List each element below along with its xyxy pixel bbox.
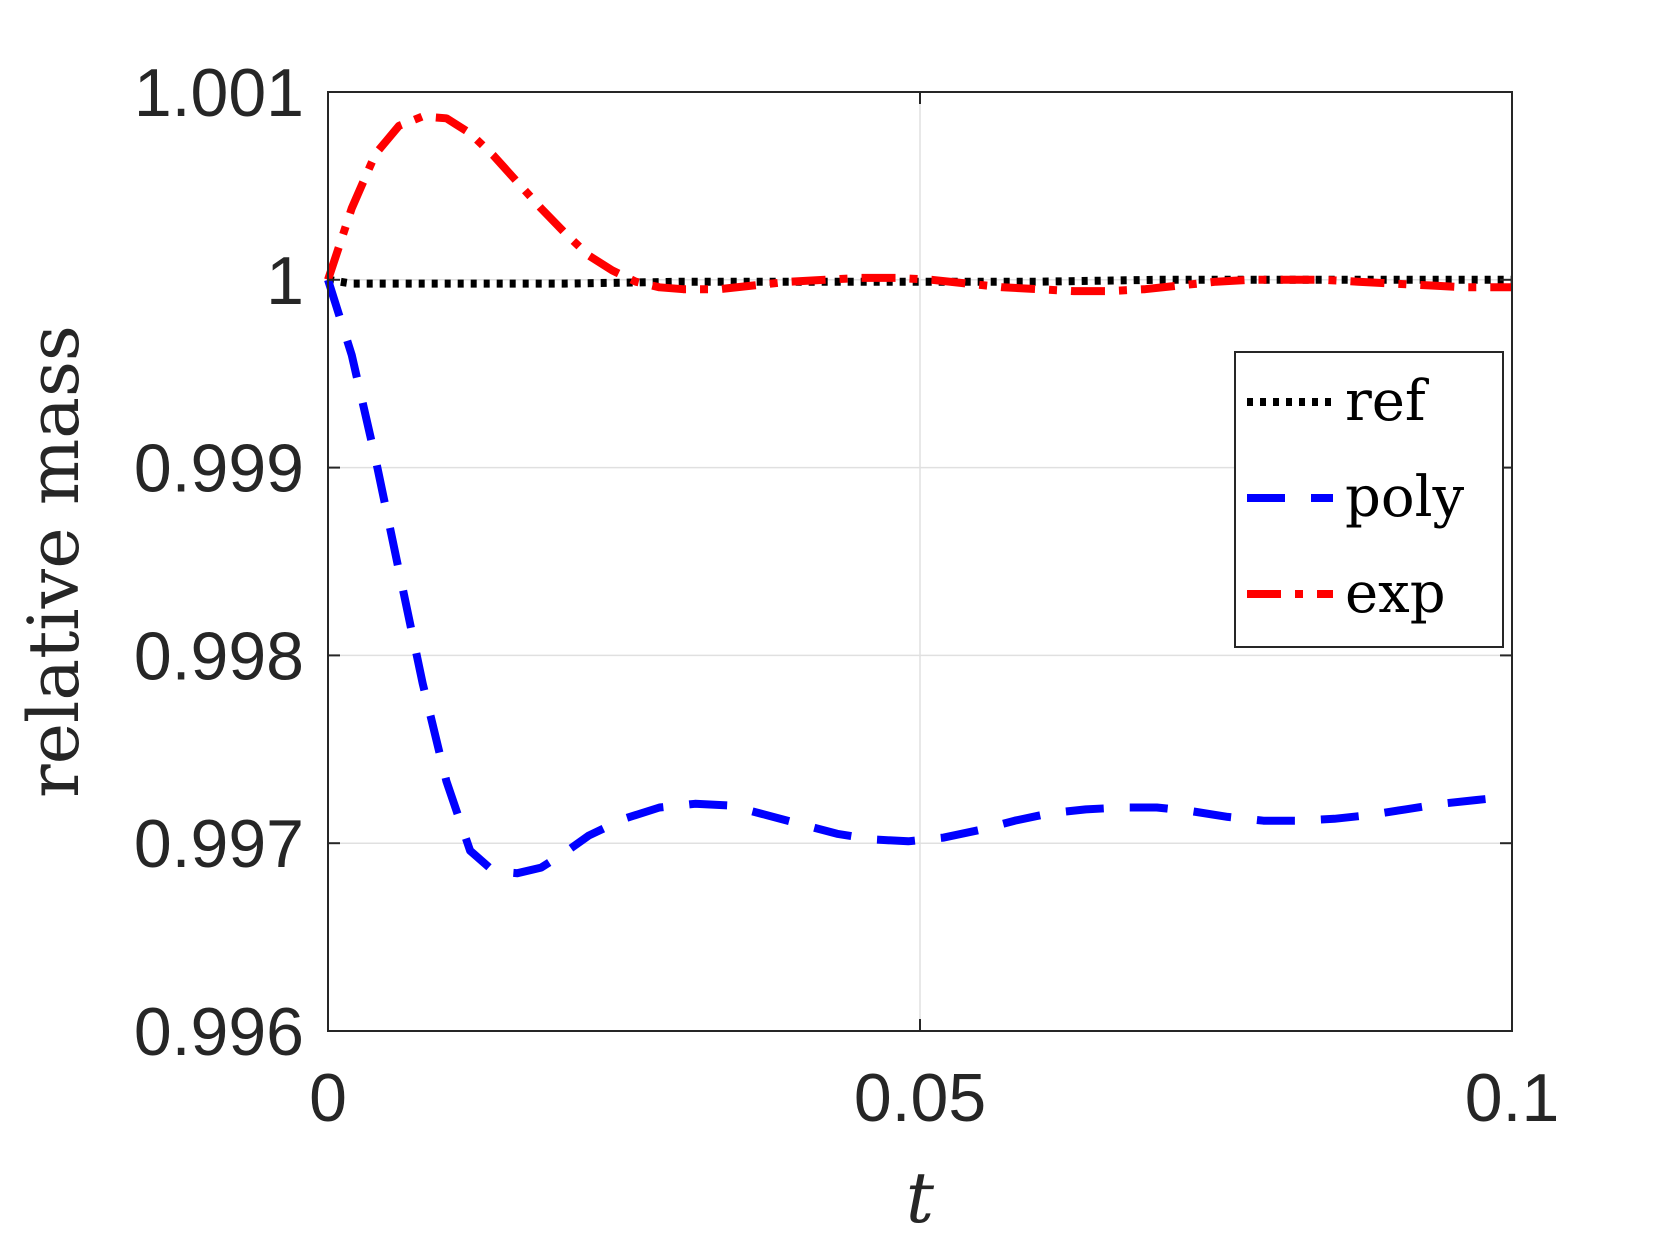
x-tick-label: 0 bbox=[309, 1060, 347, 1136]
x-tick-label: 0.1 bbox=[1465, 1060, 1560, 1136]
legend: ref poly exp bbox=[1234, 351, 1504, 648]
data-lines bbox=[324, 112, 1513, 878]
y-tick-label: 1 bbox=[266, 243, 304, 319]
legend-label-ref: ref bbox=[1345, 369, 1430, 434]
y-tick-label: 0.997 bbox=[134, 806, 304, 882]
y-tick-label: 0.999 bbox=[134, 431, 304, 507]
y-axis-label: relative mass bbox=[13, 325, 95, 798]
y-tick-label: 0.998 bbox=[134, 618, 304, 694]
axis-ticks: 0 0.05 0.1 0.996 0.997 0.998 0.999 1 1.001 bbox=[134, 55, 1559, 1136]
x-tick-label: 0.05 bbox=[854, 1060, 986, 1136]
legend-label-poly: poly bbox=[1345, 465, 1464, 530]
series-line-poly bbox=[324, 278, 1513, 878]
legend-label-exp: exp bbox=[1345, 561, 1446, 626]
y-tick-label: 0.996 bbox=[134, 994, 304, 1070]
y-tick-label: 1.001 bbox=[134, 55, 304, 131]
x-axis-label: t bbox=[906, 1157, 935, 1239]
series-line-exp bbox=[324, 112, 1512, 296]
